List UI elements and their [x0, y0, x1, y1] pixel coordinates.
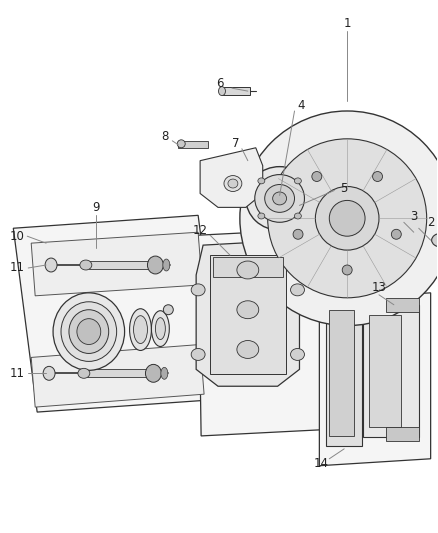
Ellipse shape — [163, 259, 170, 271]
Text: 14: 14 — [314, 457, 329, 470]
Ellipse shape — [163, 305, 173, 314]
Polygon shape — [198, 228, 337, 436]
Ellipse shape — [224, 175, 242, 191]
Ellipse shape — [258, 178, 265, 184]
Ellipse shape — [78, 368, 90, 378]
Ellipse shape — [237, 341, 259, 358]
Ellipse shape — [145, 365, 161, 382]
Ellipse shape — [53, 293, 124, 370]
Ellipse shape — [329, 200, 365, 236]
Ellipse shape — [152, 311, 170, 346]
Ellipse shape — [294, 213, 301, 219]
Text: 3: 3 — [410, 210, 417, 223]
Ellipse shape — [312, 172, 322, 181]
Ellipse shape — [258, 213, 265, 219]
Text: 13: 13 — [371, 281, 386, 294]
Ellipse shape — [191, 349, 205, 360]
Ellipse shape — [268, 139, 427, 298]
Ellipse shape — [293, 229, 303, 239]
Bar — [210, 255, 286, 374]
Ellipse shape — [228, 179, 238, 188]
Ellipse shape — [255, 175, 304, 222]
Ellipse shape — [240, 111, 438, 326]
Ellipse shape — [290, 349, 304, 360]
Text: 12: 12 — [193, 224, 208, 237]
Ellipse shape — [294, 178, 301, 184]
Text: 5: 5 — [340, 182, 348, 195]
Text: 11: 11 — [10, 262, 25, 274]
Ellipse shape — [61, 302, 117, 361]
Bar — [87, 369, 148, 377]
Ellipse shape — [237, 261, 259, 279]
Ellipse shape — [219, 87, 226, 95]
Ellipse shape — [45, 258, 57, 272]
Ellipse shape — [273, 192, 286, 205]
Text: 10: 10 — [10, 230, 25, 243]
Ellipse shape — [265, 184, 294, 212]
Text: 7: 7 — [232, 138, 240, 150]
Polygon shape — [13, 215, 222, 412]
Polygon shape — [329, 310, 354, 436]
Text: 1: 1 — [343, 17, 351, 30]
Bar — [89, 261, 150, 269]
Text: 9: 9 — [92, 201, 99, 214]
Polygon shape — [369, 314, 401, 427]
Polygon shape — [386, 427, 419, 441]
Text: 6: 6 — [216, 77, 224, 90]
Ellipse shape — [373, 172, 382, 181]
Polygon shape — [386, 298, 419, 312]
Ellipse shape — [315, 187, 379, 250]
Ellipse shape — [177, 140, 185, 148]
Ellipse shape — [431, 233, 438, 247]
Ellipse shape — [342, 265, 352, 275]
Polygon shape — [319, 293, 431, 466]
Text: 11: 11 — [10, 367, 25, 380]
Ellipse shape — [77, 319, 101, 344]
Polygon shape — [31, 344, 204, 407]
Ellipse shape — [80, 260, 92, 270]
Ellipse shape — [161, 367, 168, 379]
Bar — [178, 141, 208, 148]
Polygon shape — [326, 300, 362, 446]
Ellipse shape — [155, 318, 165, 340]
Text: 4: 4 — [298, 99, 305, 111]
Polygon shape — [200, 148, 263, 207]
Polygon shape — [196, 240, 300, 386]
Text: 8: 8 — [162, 131, 169, 143]
Ellipse shape — [191, 284, 205, 296]
Ellipse shape — [392, 229, 401, 239]
Ellipse shape — [246, 167, 314, 230]
Text: 2: 2 — [427, 216, 434, 229]
Ellipse shape — [134, 316, 148, 343]
Bar — [222, 87, 250, 95]
Ellipse shape — [237, 301, 259, 319]
Ellipse shape — [130, 309, 152, 351]
Ellipse shape — [290, 284, 304, 296]
Bar — [213, 257, 283, 277]
Ellipse shape — [69, 310, 109, 353]
Polygon shape — [31, 232, 202, 296]
Ellipse shape — [43, 366, 55, 380]
Polygon shape — [363, 305, 419, 437]
Ellipse shape — [148, 256, 163, 274]
